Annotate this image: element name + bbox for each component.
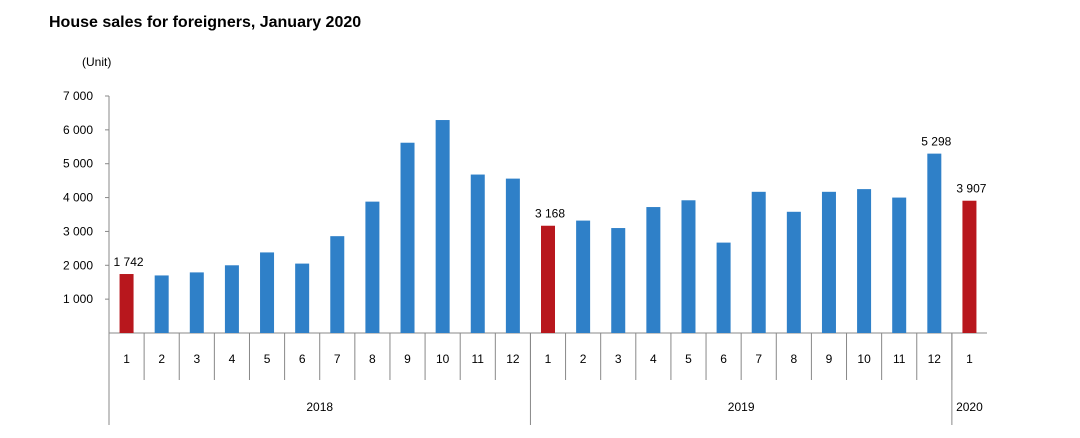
y-tick-label: 6 000	[63, 123, 93, 137]
bar-12	[505, 178, 520, 333]
y-tick-label: 1 000	[63, 292, 93, 306]
bar-21	[821, 191, 836, 333]
year-label: 2019	[728, 400, 755, 414]
x-tick-label: 12	[928, 352, 942, 366]
x-tick-label: 4	[650, 352, 657, 366]
bar-10	[435, 120, 450, 333]
y-tick-label: 5 000	[63, 157, 93, 171]
x-tick-label: 7	[755, 352, 762, 366]
bar-24	[927, 153, 942, 333]
bar-13	[541, 225, 555, 333]
bar-5	[260, 252, 275, 333]
x-tick-label: 8	[369, 352, 376, 366]
bar-7	[330, 236, 345, 333]
x-tick-label: 11	[472, 352, 485, 366]
x-tick-label: 8	[790, 352, 797, 366]
bar-9	[400, 142, 415, 333]
bar-17	[681, 200, 696, 333]
bar-18	[716, 242, 731, 333]
x-tick-label: 7	[334, 352, 341, 366]
x-tick-label: 2	[580, 352, 587, 366]
bar-4	[224, 265, 239, 333]
bar-2	[154, 275, 169, 333]
year-label: 2018	[306, 400, 333, 414]
bar-6	[295, 263, 310, 333]
bar-16	[646, 207, 661, 333]
x-tick-label: 6	[299, 352, 306, 366]
x-tick-label: 5	[264, 352, 271, 366]
y-tick-label: 4 000	[63, 191, 93, 205]
x-tick-label: 1	[966, 352, 973, 366]
unit-label: (Unit)	[82, 55, 112, 69]
data-label: 1 742	[114, 255, 144, 269]
bar-22	[857, 189, 872, 333]
x-tick-label: 11	[893, 352, 906, 366]
y-tick-label: 3 000	[63, 224, 93, 238]
bar-20	[786, 211, 801, 333]
bar-8	[365, 201, 380, 333]
bar-15	[611, 228, 626, 333]
x-tick-label: 3	[615, 352, 622, 366]
x-tick-label: 10	[857, 352, 871, 366]
x-tick-label: 1	[545, 352, 552, 366]
bar-25	[962, 200, 977, 333]
x-tick-label: 10	[436, 352, 450, 366]
bar-1	[119, 274, 134, 333]
bar-3	[189, 272, 204, 333]
x-tick-label: 9	[826, 352, 833, 366]
x-tick-label: 4	[229, 352, 236, 366]
x-tick-label: 9	[404, 352, 411, 366]
bar-14	[576, 220, 591, 333]
year-label: 2020	[956, 400, 983, 414]
bar-19	[751, 191, 766, 333]
bar-23	[892, 197, 907, 333]
x-tick-label: 12	[506, 352, 520, 366]
data-label: 3 168	[535, 207, 565, 221]
data-label: 5 298	[921, 135, 951, 149]
bar-11	[470, 174, 485, 333]
x-tick-label: 3	[193, 352, 200, 366]
chart-title: House sales for foreigners, January 2020	[49, 14, 362, 31]
data-label: 3 907	[956, 182, 986, 196]
x-tick-label: 2	[158, 352, 165, 366]
x-tick-label: 1	[123, 352, 130, 366]
y-tick-label: 2 000	[63, 258, 93, 272]
x-tick-label: 6	[720, 352, 727, 366]
x-tick-label: 5	[685, 352, 692, 366]
y-tick-label: 7 000	[63, 89, 93, 103]
